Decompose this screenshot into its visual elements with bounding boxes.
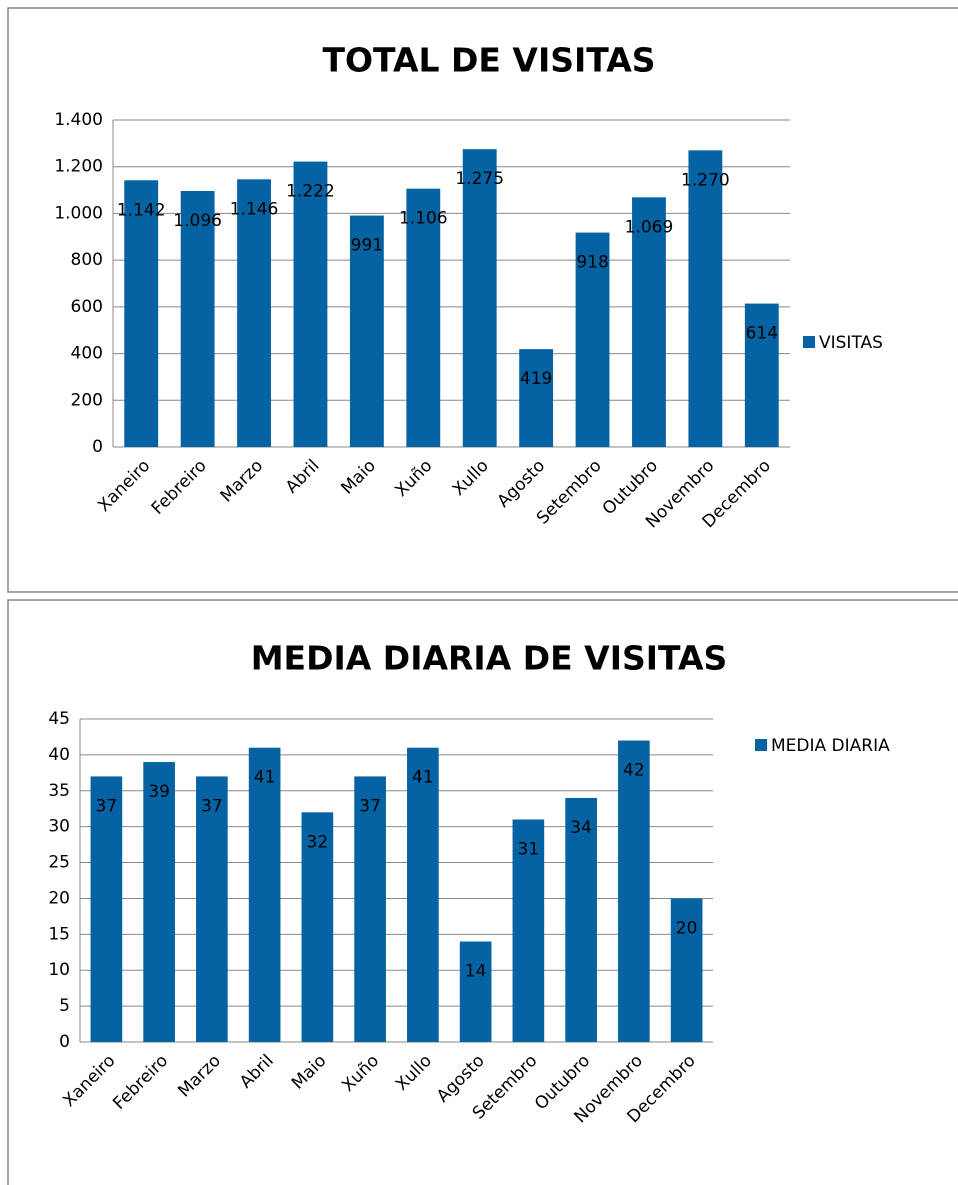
data-label: 614: [746, 324, 778, 344]
data-label: 39: [148, 782, 170, 802]
legend-swatch: [755, 739, 767, 751]
bar: [462, 149, 497, 448]
data-label: 1.270: [681, 170, 730, 190]
y-tick-label: 35: [48, 781, 70, 801]
y-tick-label: 30: [48, 817, 70, 837]
y-tick-label: 1.000: [54, 203, 103, 223]
y-tick-label: 25: [48, 853, 70, 873]
y-tick-label: 0: [59, 1032, 70, 1052]
data-label: 1.275: [455, 169, 504, 189]
data-label: 31: [518, 839, 540, 859]
data-label: 918: [576, 253, 608, 273]
bar: [407, 747, 439, 1042]
bar: [744, 303, 779, 447]
bar: [670, 898, 703, 1042]
y-tick-label: 800: [71, 250, 103, 270]
bar: [196, 776, 228, 1042]
y-tick-label: 15: [48, 924, 70, 944]
data-label: 1.146: [230, 199, 279, 219]
y-tick-label: 1.200: [54, 157, 103, 177]
y-tick-label: 10: [48, 960, 70, 980]
bar: [354, 776, 386, 1042]
bar: [512, 819, 545, 1042]
bar: [90, 776, 123, 1042]
y-tick-label: 200: [71, 390, 103, 410]
y-tick-label: 600: [71, 297, 103, 317]
data-label: 41: [412, 768, 434, 788]
y-tick-label: 400: [71, 344, 103, 364]
y-tick-label: 45: [48, 709, 70, 729]
bar: [237, 179, 271, 447]
data-label: 991: [351, 236, 383, 256]
bar: [293, 161, 328, 447]
bar: [349, 215, 384, 447]
y-tick-label: 40: [48, 745, 70, 765]
data-label: 1.106: [399, 209, 448, 229]
bar: [632, 197, 666, 447]
y-tick-label: 20: [48, 888, 70, 908]
data-label: 1.096: [173, 211, 222, 231]
data-label: 32: [307, 832, 329, 852]
bar: [575, 232, 610, 447]
bar: [565, 797, 597, 1042]
data-label: 1.069: [625, 217, 674, 237]
data-label: 1.222: [286, 182, 335, 202]
data-label: 37: [96, 796, 118, 816]
data-label: 37: [201, 796, 223, 816]
y-tick-label: 0: [92, 437, 103, 457]
bar: [618, 740, 650, 1042]
chart-title: MEDIA DIARIA DE VISITAS: [251, 639, 728, 678]
legend-label: MEDIA DIARIA: [771, 736, 890, 756]
bar: [406, 188, 441, 448]
data-label: 1.142: [117, 200, 166, 220]
bar: [301, 812, 334, 1042]
data-label: 419: [520, 369, 552, 389]
data-label: 14: [465, 962, 487, 982]
bar: [459, 941, 492, 1042]
bar: [519, 349, 554, 447]
data-label: 20: [676, 918, 698, 938]
data-label: 34: [570, 818, 592, 838]
data-label: 37: [359, 796, 381, 816]
bar: [248, 747, 281, 1042]
bar: [688, 150, 723, 447]
data-label: 41: [254, 768, 276, 788]
bar: [143, 762, 175, 1042]
y-tick-label: 1.400: [54, 110, 103, 130]
y-tick-label: 5: [59, 996, 70, 1016]
legend-swatch: [803, 336, 815, 348]
bar: [124, 180, 159, 448]
chart-title: TOTAL DE VISITAS: [322, 41, 655, 80]
data-label: 42: [623, 761, 645, 781]
legend-label: VISITAS: [819, 333, 883, 353]
bar: [180, 191, 215, 447]
